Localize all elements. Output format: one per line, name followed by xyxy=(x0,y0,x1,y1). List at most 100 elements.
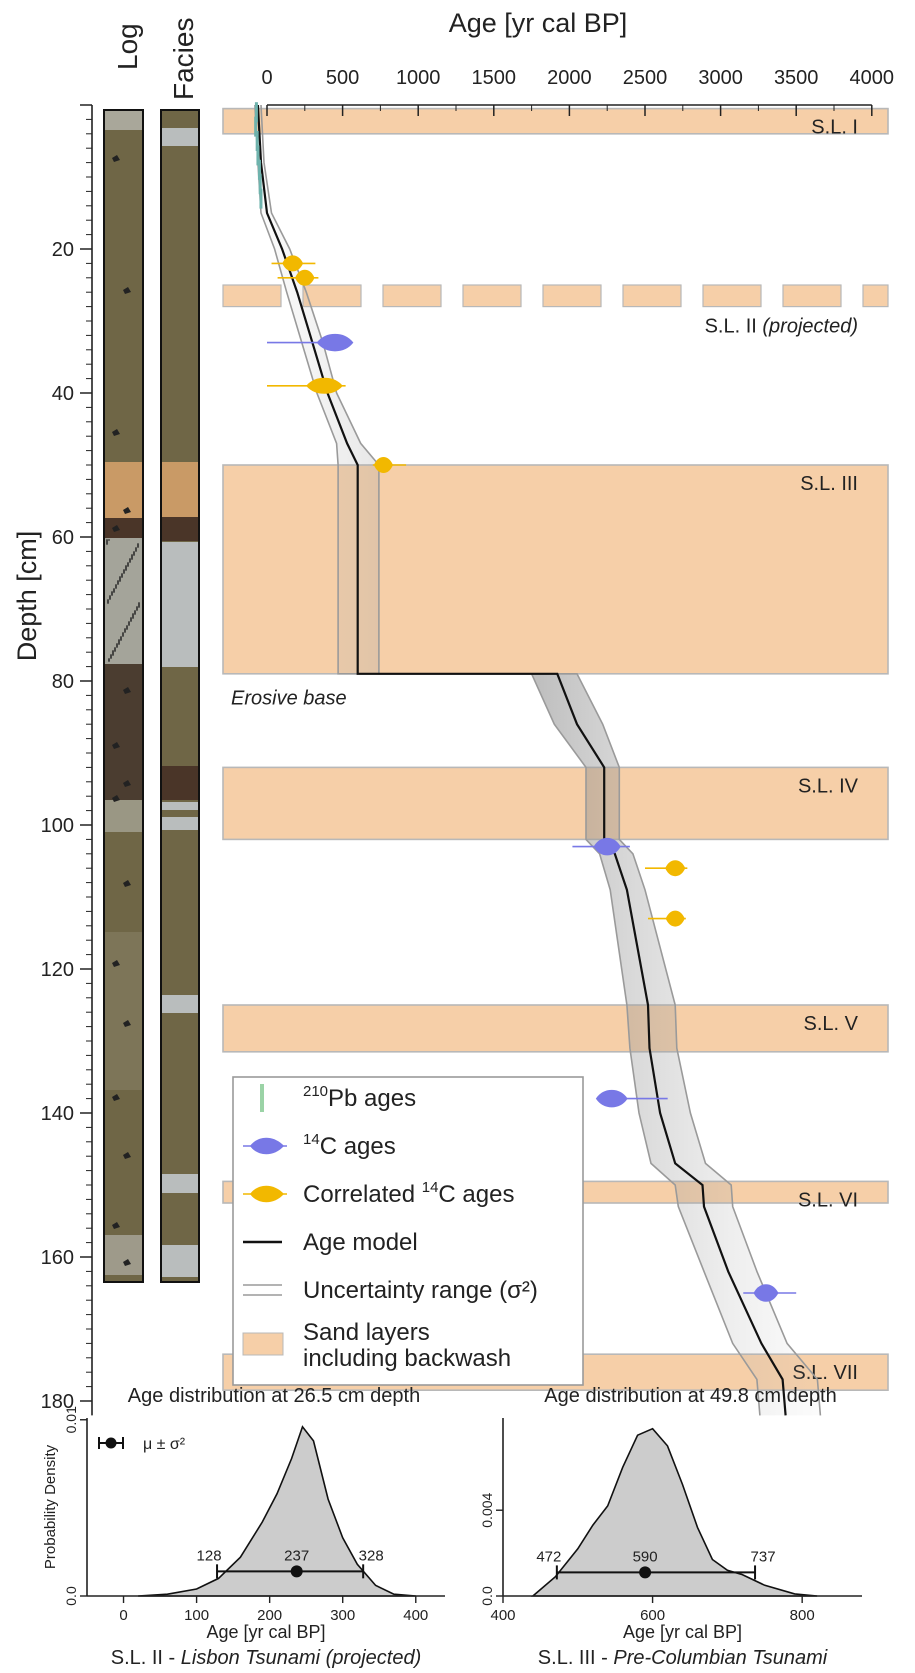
mean-marker xyxy=(639,1566,652,1579)
subplot-x-tick-label: 400 xyxy=(403,1607,428,1624)
correlated-c14-age-density xyxy=(665,910,685,927)
log-layer xyxy=(104,110,143,130)
log-clast xyxy=(123,1152,131,1159)
log-clast xyxy=(123,780,131,787)
log-clast xyxy=(112,1094,120,1101)
log-grain xyxy=(135,550,137,552)
density-plot-49-8cm: Age distribution at 49.8 cm depth 400 600 8… xyxy=(479,1385,862,1669)
subplot-caption-italic: Pre-Columbian Tsunami xyxy=(613,1647,827,1669)
main-axes: 0 500 1000 1500 2000 2500 3000 3500 4000 20 40 60 80… xyxy=(41,67,894,1416)
facies-layer xyxy=(161,128,199,146)
log-clast xyxy=(123,687,131,694)
mean-label: 590 xyxy=(633,1548,658,1565)
subplot-y-tick-label: 0.0 xyxy=(63,1586,79,1606)
subplot-x-axis-title: Age [yr cal BP] xyxy=(623,1622,742,1642)
log-layer xyxy=(104,1235,143,1275)
c14-age-density xyxy=(593,837,621,856)
sand-layer-label-suffix: (projected) xyxy=(762,316,858,338)
log-grain xyxy=(108,660,110,662)
sand-layer-label: S.L. V xyxy=(804,1013,859,1035)
mini-legend-text: μ ± σ² xyxy=(143,1436,186,1453)
sand-layer-label-text: S.L. IV xyxy=(798,775,859,797)
sand-layer-label-text: S.L. II xyxy=(705,316,763,338)
correlated-c14-age-density xyxy=(665,860,686,877)
log-grain xyxy=(106,543,108,545)
x-axis-title: Age [yr cal BP] xyxy=(449,8,628,38)
log-clast xyxy=(112,155,120,162)
log-grain xyxy=(119,580,121,582)
sand-layer-label: S.L. II (projected) xyxy=(705,316,858,338)
facies-layer xyxy=(161,995,199,1013)
sand-layer-dash-segment xyxy=(622,284,682,308)
log-clast xyxy=(112,795,120,802)
uncertainty-upper-line xyxy=(260,104,822,1416)
y-tick-label: 80 xyxy=(52,671,74,693)
log-clast xyxy=(112,742,120,749)
log-clast xyxy=(112,429,120,436)
log-grain xyxy=(118,643,120,645)
sand-layer-label-text: S.L. I xyxy=(811,117,858,139)
log-grain xyxy=(136,609,138,611)
log-grain xyxy=(133,554,135,556)
legend-label-text: Uncertainty range (σ²) xyxy=(303,1277,538,1304)
subplot-title: Age distribution at 49.8 cm depth xyxy=(544,1385,836,1407)
log-grain xyxy=(128,624,130,626)
legend-label: Age model xyxy=(303,1229,418,1256)
log-grain xyxy=(137,546,139,548)
sand-layer-label: S.L. I xyxy=(811,117,858,139)
x-tick-label: 0 xyxy=(261,67,272,89)
subplot-x-tick-label: 400 xyxy=(490,1607,515,1624)
legend-swatch-density xyxy=(250,1185,284,1203)
subplot-caption: S.L. III - Pre-Columbian Tsunami xyxy=(538,1647,828,1669)
correlated-c14-age-density xyxy=(282,255,304,272)
log-grain xyxy=(126,628,128,630)
log-clast xyxy=(123,507,131,514)
log-grain xyxy=(115,587,117,589)
sand-layer-dash-segment xyxy=(302,284,362,308)
lower-bound-label: 472 xyxy=(536,1548,561,1565)
facies-column xyxy=(160,109,200,1283)
facies-column-title: Facies xyxy=(168,18,199,100)
log-clast xyxy=(112,1222,120,1229)
correlated-c14-age-density xyxy=(295,269,315,286)
log-clast xyxy=(123,287,131,294)
age-samples xyxy=(254,102,797,1302)
density-curve xyxy=(530,1427,818,1597)
x-tick-label: 3000 xyxy=(698,67,743,89)
log-grain xyxy=(109,598,111,600)
log-grain xyxy=(121,576,123,578)
legend-label-text: C ages xyxy=(438,1181,514,1208)
facies-layer xyxy=(161,542,199,667)
log-layer xyxy=(104,518,143,538)
legend-swatch-density xyxy=(250,1137,284,1155)
log-grain xyxy=(125,569,127,571)
log-grain xyxy=(110,657,112,659)
age-depth-chart: S.L. I S.L. II (projected) S.L. III S.L. IV… xyxy=(12,8,894,1416)
facies-layer xyxy=(161,1174,199,1193)
legend-label-text: Age model xyxy=(303,1229,418,1256)
subplot-x-tick-label: 200 xyxy=(257,1607,282,1624)
facies-layer xyxy=(161,462,199,517)
subplot-x-tick-label: 300 xyxy=(330,1607,355,1624)
x-tick-label: 2000 xyxy=(547,67,592,89)
facies-layer xyxy=(161,802,199,810)
c14-age-density xyxy=(595,1089,628,1108)
sand-layer-dash-segment xyxy=(782,284,842,308)
log-border xyxy=(103,109,144,1283)
log-clast xyxy=(123,1259,131,1266)
c14-age-density xyxy=(753,1284,779,1302)
legend-label: Correlated 14C ages xyxy=(303,1179,514,1208)
sand-layer-dash-segment xyxy=(702,284,762,308)
log-clast xyxy=(123,880,131,887)
sand-layer-dash-segment xyxy=(542,284,602,308)
subplot-y-tick-label: 0.01 xyxy=(63,1406,79,1433)
log-grain xyxy=(117,583,119,585)
y-tick-label: 120 xyxy=(41,959,74,981)
log-clast xyxy=(112,960,120,967)
y-tick-label: 60 xyxy=(52,527,74,549)
x-tick-label: 2500 xyxy=(623,67,668,89)
log-grain xyxy=(134,613,136,615)
uncertainty-lower-line xyxy=(254,104,761,1416)
log-grain xyxy=(131,558,133,560)
log-clast xyxy=(123,1020,131,1027)
